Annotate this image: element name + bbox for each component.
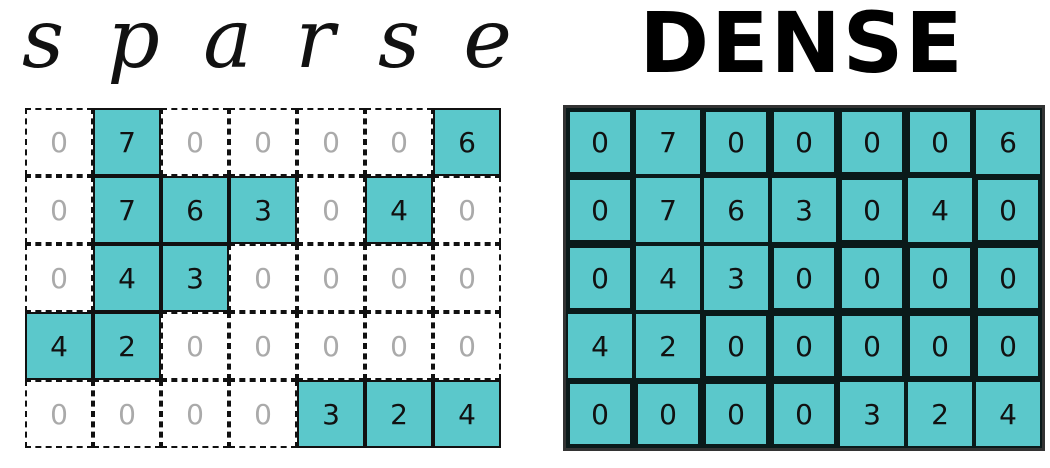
sparse-nonzero-cell: 2 bbox=[93, 312, 161, 380]
sparse-letter: e bbox=[463, 0, 512, 87]
dense-cell: 0 bbox=[770, 312, 838, 380]
sparse-zero-cell: 0 bbox=[297, 176, 365, 244]
sparse-zero-cell: 0 bbox=[297, 108, 365, 176]
sparse-zero-cell: 0 bbox=[433, 312, 501, 380]
dense-cell: 0 bbox=[566, 108, 634, 176]
sparse-zero-cell: 0 bbox=[25, 108, 93, 176]
sparse-nonzero-cell: 4 bbox=[365, 176, 433, 244]
dense-cell: 6 bbox=[974, 108, 1042, 176]
sparse-zero-cell: 0 bbox=[365, 244, 433, 312]
dense-cell: 0 bbox=[566, 380, 634, 448]
dense-cell: 4 bbox=[566, 312, 634, 380]
sparse-letter: a bbox=[203, 0, 253, 87]
dense-cell: 0 bbox=[906, 108, 974, 176]
sparse-zero-cell: 0 bbox=[229, 312, 297, 380]
sparse-title: s p a r s e bbox=[22, 0, 512, 87]
sparse-nonzero-cell: 6 bbox=[433, 108, 501, 176]
dense-cell: 0 bbox=[770, 380, 838, 448]
dense-cell: 3 bbox=[770, 176, 838, 244]
dense-cell: 6 bbox=[702, 176, 770, 244]
dense-cell: 7 bbox=[634, 176, 702, 244]
dense-cell: 0 bbox=[906, 244, 974, 312]
dense-cell: 4 bbox=[634, 244, 702, 312]
dense-cell: 4 bbox=[974, 380, 1042, 448]
sparse-zero-cell: 0 bbox=[161, 380, 229, 448]
dense-cell: 0 bbox=[634, 380, 702, 448]
sparse-nonzero-cell: 7 bbox=[93, 176, 161, 244]
sparse-nonzero-cell: 6 bbox=[161, 176, 229, 244]
sparse-zero-cell: 0 bbox=[229, 108, 297, 176]
dense-cell: 3 bbox=[838, 380, 906, 448]
dense-cell: 0 bbox=[838, 244, 906, 312]
dense-cell: 2 bbox=[634, 312, 702, 380]
sparse-nonzero-cell: 7 bbox=[93, 108, 161, 176]
dense-cell: 0 bbox=[838, 108, 906, 176]
dense-cell: 7 bbox=[634, 108, 702, 176]
dense-cell: 0 bbox=[974, 312, 1042, 380]
dense-cell: 0 bbox=[838, 176, 906, 244]
sparse-zero-cell: 0 bbox=[25, 380, 93, 448]
dense-cell: 2 bbox=[906, 380, 974, 448]
dense-cell: 3 bbox=[702, 244, 770, 312]
dense-cell: 0 bbox=[702, 312, 770, 380]
sparse-zero-cell: 0 bbox=[25, 244, 93, 312]
sparse-zero-cell: 0 bbox=[297, 312, 365, 380]
dense-cell: 0 bbox=[566, 176, 634, 244]
dense-cell: 0 bbox=[838, 312, 906, 380]
dense-cell: 4 bbox=[906, 176, 974, 244]
sparse-zero-cell: 0 bbox=[93, 380, 161, 448]
dense-cell: 0 bbox=[702, 108, 770, 176]
sparse-nonzero-cell: 3 bbox=[161, 244, 229, 312]
dense-cell: 0 bbox=[770, 108, 838, 176]
sparse-nonzero-cell: 4 bbox=[433, 380, 501, 448]
sparse-zero-cell: 0 bbox=[161, 108, 229, 176]
sparse-nonzero-cell: 3 bbox=[229, 176, 297, 244]
dense-cell: 0 bbox=[906, 312, 974, 380]
sparse-letter: p bbox=[107, 0, 160, 87]
dense-cell: 0 bbox=[702, 380, 770, 448]
sparse-zero-cell: 0 bbox=[433, 244, 501, 312]
dense-cell: 0 bbox=[566, 244, 634, 312]
sparse-zero-cell: 0 bbox=[365, 108, 433, 176]
dense-cell: 0 bbox=[770, 244, 838, 312]
sparse-nonzero-cell: 3 bbox=[297, 380, 365, 448]
sparse-zero-cell: 0 bbox=[161, 312, 229, 380]
sparse-nonzero-cell: 2 bbox=[365, 380, 433, 448]
sparse-letter: s bbox=[378, 0, 421, 87]
sparse-zero-cell: 0 bbox=[229, 244, 297, 312]
sparse-letter: s bbox=[22, 0, 65, 87]
sparse-zero-cell: 0 bbox=[25, 176, 93, 244]
sparse-nonzero-cell: 4 bbox=[25, 312, 93, 380]
dense-cell: 0 bbox=[974, 244, 1042, 312]
sparse-letter: r bbox=[295, 0, 335, 87]
dense-title: DENSE bbox=[639, 0, 965, 92]
sparse-zero-cell: 0 bbox=[433, 176, 501, 244]
sparse-nonzero-cell: 4 bbox=[93, 244, 161, 312]
dense-cell: 0 bbox=[974, 176, 1042, 244]
sparse-zero-cell: 0 bbox=[229, 380, 297, 448]
sparse-zero-cell: 0 bbox=[365, 312, 433, 380]
sparse-zero-cell: 0 bbox=[297, 244, 365, 312]
